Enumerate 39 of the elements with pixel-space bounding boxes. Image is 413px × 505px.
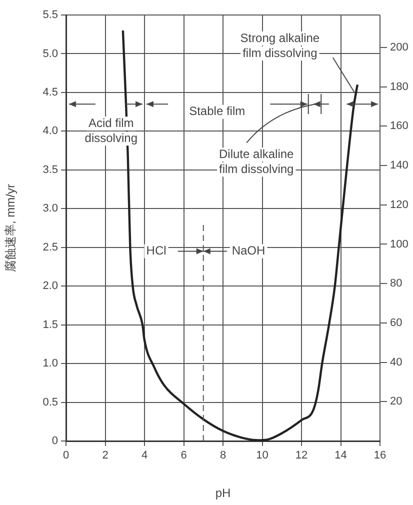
y2-tick-label: 140 (390, 160, 408, 172)
annotation: Strong alkaline film dissolving (240, 30, 320, 60)
x-tick-label: 12 (295, 450, 308, 462)
y-tick-label: 0 (52, 435, 58, 448)
x-tick-label: 16 (374, 450, 386, 462)
x-tick-label: 10 (256, 450, 268, 462)
y-tick-label: 2.0 (42, 280, 58, 292)
y2-tick-label: 20 (390, 396, 402, 408)
y-axis-title: 腐蝕速率, mm/yr (4, 184, 18, 272)
y-tick-label: 0.5 (42, 396, 58, 408)
x-tick-label: 2 (102, 450, 108, 462)
x-tick-label: 14 (334, 450, 347, 462)
y2-tick-label: 200 (390, 42, 408, 54)
y-tick-label: 5.5 (42, 9, 58, 22)
y2-tick-label: 180 (390, 80, 408, 93)
x-tick-label: 0 (62, 450, 70, 462)
y-tick-label: 4.5 (42, 86, 58, 98)
y2-tick-label: 60 (390, 316, 402, 329)
y-tick-label: 3.5 (42, 164, 58, 176)
y2-tick-label: 120 (390, 198, 408, 211)
x-tick-label: 8 (220, 450, 226, 462)
y-tick-label: 3.0 (42, 202, 58, 215)
annotation: Acid film dissolving (84, 116, 138, 145)
annotation: HCl (146, 244, 166, 258)
y2-tick-label: 160 (390, 120, 408, 132)
x-tick-label: 6 (180, 450, 187, 462)
y-tick-label: 1.0 (42, 358, 58, 370)
x-tick-label: 4 (141, 450, 148, 462)
y2-tick-label: 80 (390, 278, 402, 290)
y-tick-label: 2.5 (42, 241, 58, 254)
x-axis-title: pH (215, 486, 231, 500)
annotation: NaOH (232, 244, 266, 258)
y-tick-label: 5.0 (42, 48, 58, 60)
annotation: Stable film (189, 104, 246, 118)
y2-tick-label: 100 (390, 238, 408, 250)
y-tick-label: 1.5 (42, 318, 58, 331)
y-tick-label: 4.0 (42, 125, 58, 138)
annotation: Dilute alkaline film dissolving (219, 146, 294, 176)
y2-tick-label: 40 (390, 356, 402, 368)
